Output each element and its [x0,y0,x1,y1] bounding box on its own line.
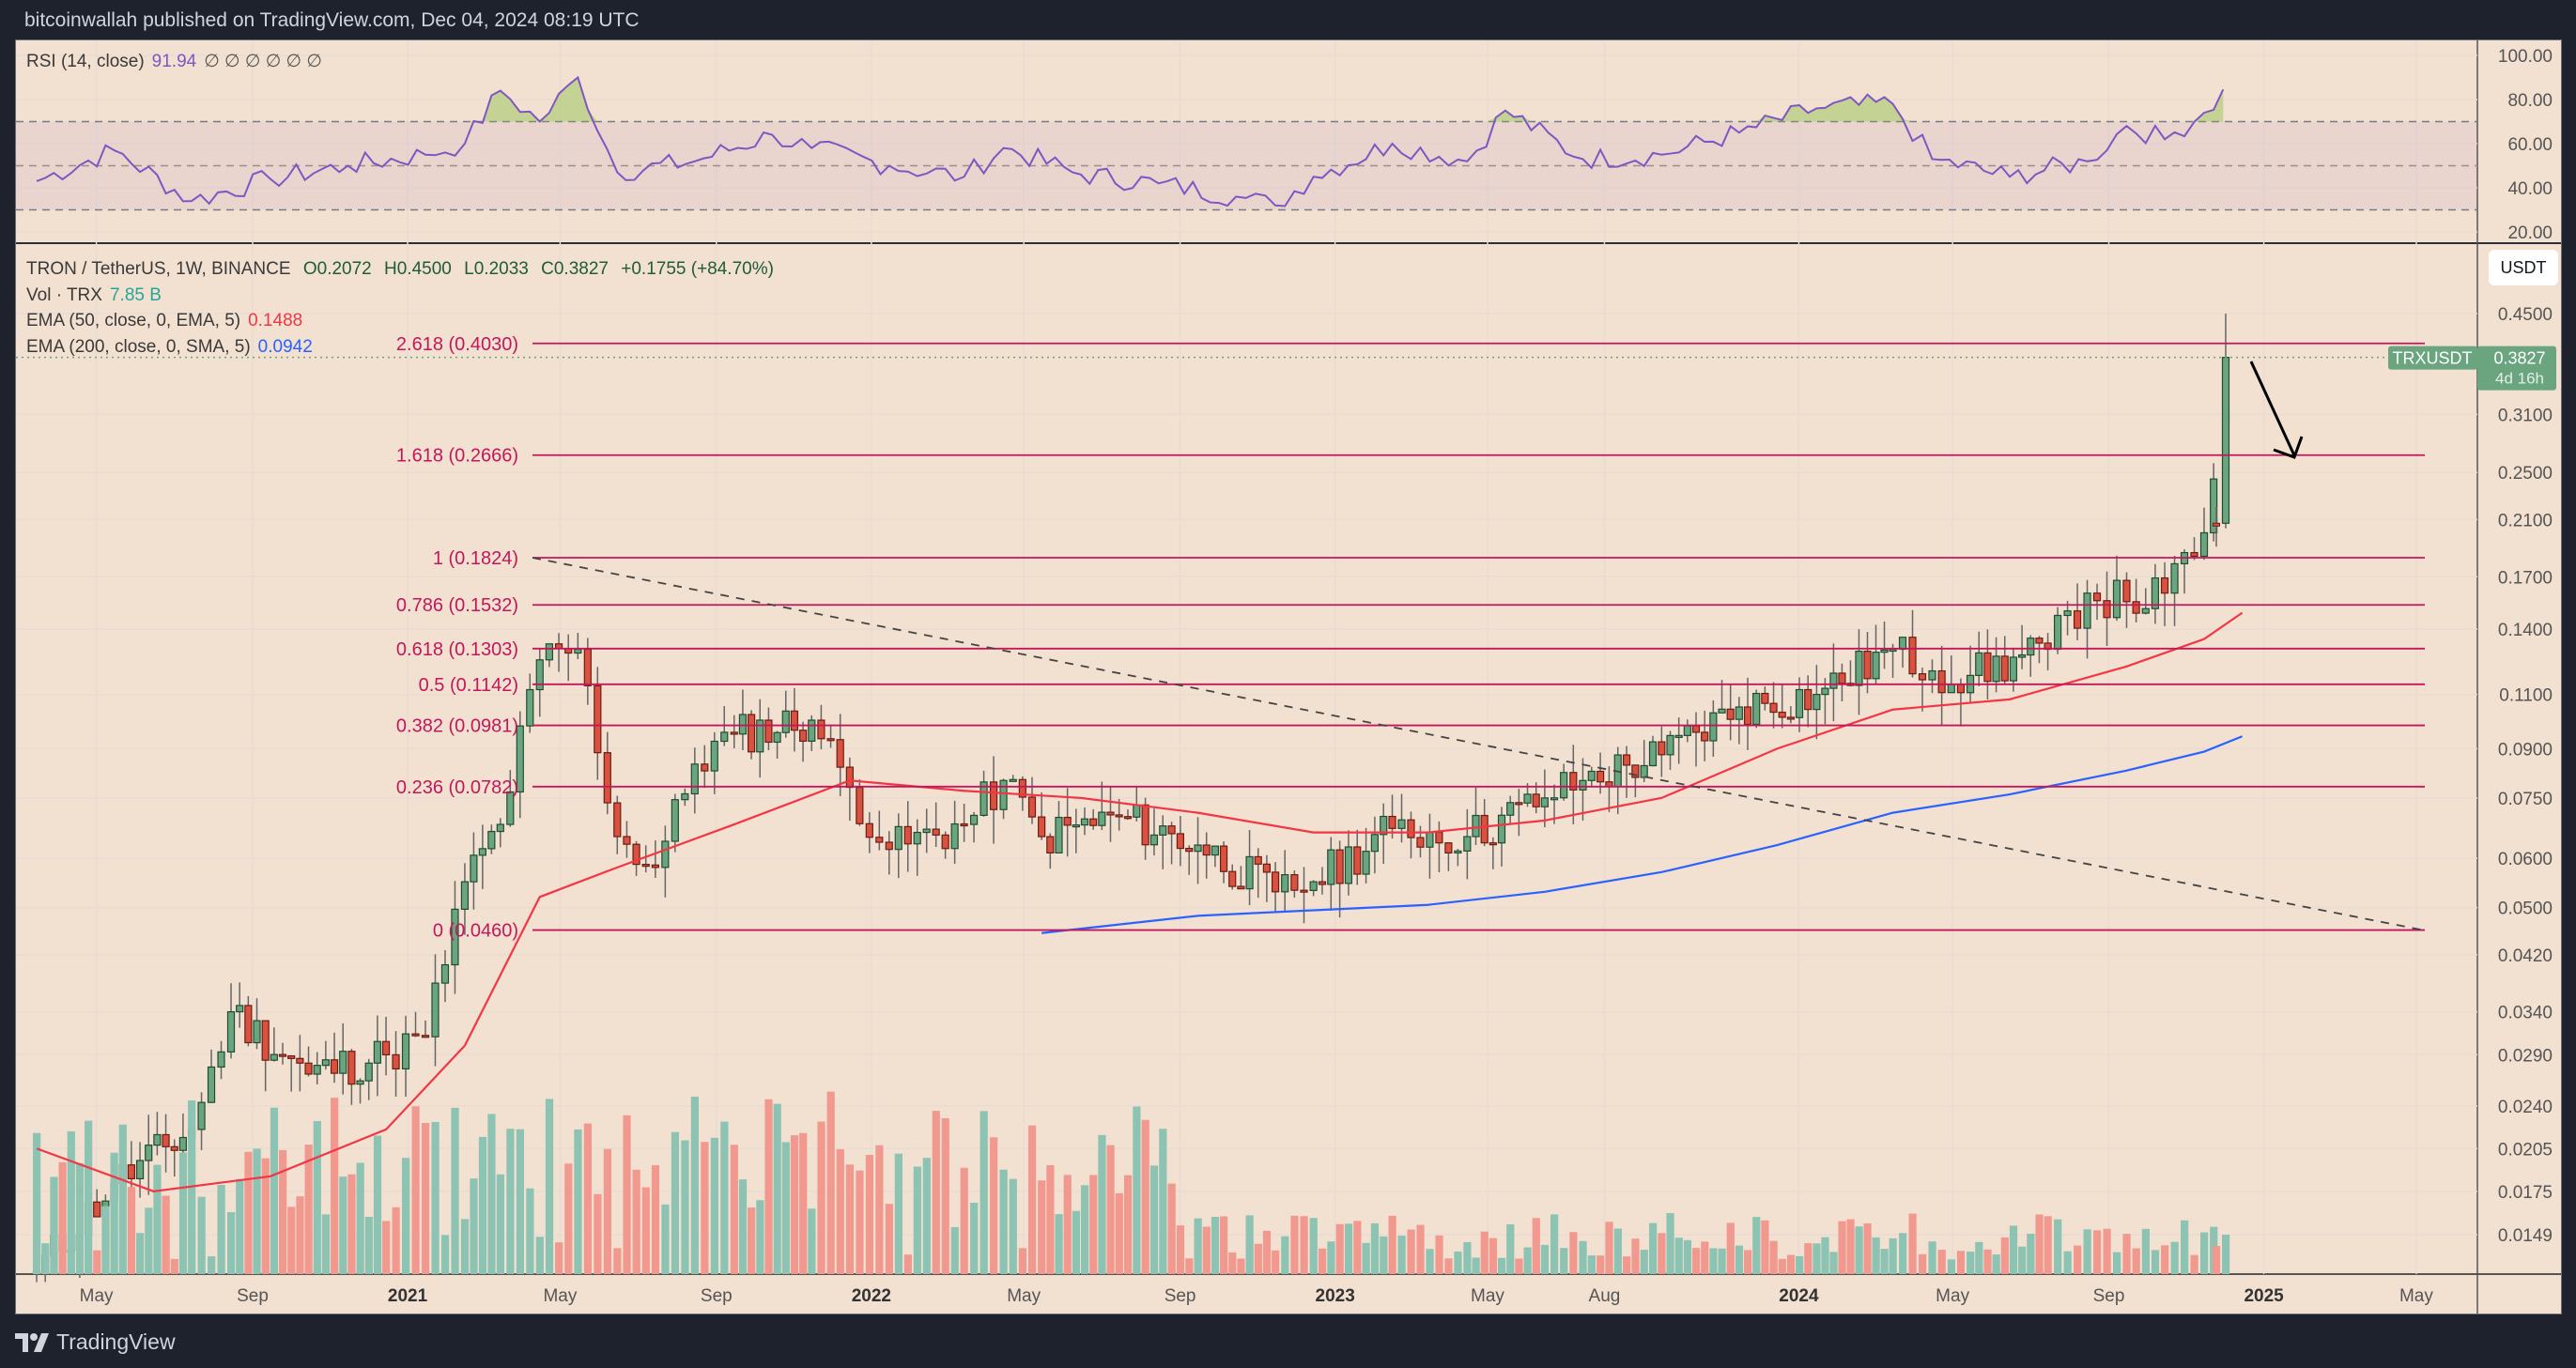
rsi-line [36,75,2225,208]
symbol-tag-text: TRXUSDT [2393,349,2473,368]
fib-level-label: 0 (0.0460) [433,921,518,942]
ema200-value: 0.0942 [257,336,313,357]
fib-level-label: 1.618 (0.2666) [396,446,518,467]
grid [16,40,2477,1274]
time-axis-label: May [1936,1286,1969,1306]
price-axis-label: 0.0420 [2498,946,2553,966]
price-axis-label: 0.1100 [2499,686,2553,706]
rsi-overbought-fill [37,77,2224,122]
price-axis-label: 0.0900 [2498,740,2553,760]
symbol-label[interactable]: TRON / TetherUS, 1W, BINANCE [26,259,291,279]
time-axis-label: 2022 [852,1286,891,1306]
time-axis-label: Aug [1589,1286,1621,1306]
arrow-head-icon [2273,436,2304,459]
price-axis-label: 0.4500 [2498,305,2553,325]
rsi-legend: RSI (14, close) 91.94 ∅ ∅ ∅ ∅ ∅ ∅ [26,51,330,72]
price-axis-label: 0.0600 [2498,850,2553,869]
volume-value: 7.85 B [109,284,162,305]
tradingview-brand[interactable]: TradingView [15,1330,176,1355]
countdown-value: 4d 16h [2495,370,2544,388]
price-axis-label: 0.0149 [2498,1226,2553,1246]
low-value: L0.2033 [464,259,529,279]
price-axis-label: 0.2500 [2498,464,2553,484]
candles [32,314,2230,1283]
time-axis-label: May [2399,1286,2433,1306]
rsi-value: 91.94 [151,52,197,71]
rsi-axis-label: 60.00 [2507,135,2553,155]
time-axis-label: 2021 [388,1286,428,1306]
price-axis-label: 0.0750 [2498,790,2553,809]
fib-level-label: 2.618 (0.4030) [396,334,518,355]
volume-label[interactable]: Vol · TRX [26,284,102,305]
time-axis-label: May [1007,1286,1041,1306]
volume-row: Vol · TRX 7.85 B [26,283,781,309]
chart-frame[interactable] [15,39,2562,1314]
price-axis-label: 0.0340 [2498,1004,2553,1023]
ohlc-row: TRON / TetherUS, 1W, BINANCE O0.2072 H0.… [26,256,781,283]
change-value: +0.1755 (+84.70%) [621,259,774,279]
time-axis: May Sep 2021 May Sep 2022 May Sep 2023 May Aug 2024… [80,1286,2434,1306]
time-axis-label: 2023 [1316,1286,1355,1306]
price-axis-label: 0.0290 [2498,1046,2553,1066]
price-axis-label: 0.1400 [2498,621,2553,640]
time-axis-label: May [543,1286,577,1306]
rsi-axis-label: 20.00 [2507,223,2553,243]
ema50-label[interactable]: EMA (50, close, 0, EMA, 5) [26,311,241,330]
symbol-tag [2388,346,2477,370]
ema200-line [1041,735,2243,934]
price-axis-label: 0.0205 [2498,1140,2553,1160]
price-axis-label: 0.0175 [2498,1183,2553,1203]
fib-level-label: 0.5 (0.1142) [419,675,518,696]
ema200-row: EMA (200, close, 0, SMA, 5) 0.0942 [26,334,781,361]
fibonacci-retracement: 2.618 (0.4030) 1.618 (0.2666) 1 (0.1824) 0.… [396,334,2425,942]
time-axis-label: Sep [2093,1286,2125,1306]
downtrend-line [532,557,2424,931]
price-tag [2477,346,2556,391]
volume-bars [33,1091,2230,1274]
close-value: C0.3827 [541,259,609,279]
price-axis-label: 0.0500 [2498,899,2553,919]
ema50-line [36,611,2244,1192]
time-axis-label: Sep [701,1286,733,1306]
time-axis-label: 2025 [2244,1286,2284,1306]
rsi-axis-label: 40.00 [2507,179,2553,199]
rsi-axis-label: 100.00 [2498,47,2553,67]
fib-level-label: 0.786 (0.1532) [396,595,518,616]
brand-text: TradingView [56,1330,176,1354]
time-axis-label: May [1471,1286,1504,1306]
price-axis-label: 0.0240 [2498,1098,2553,1117]
time-axis-label: Sep [1165,1286,1196,1306]
rsi-label: RSI (14, close) [26,52,145,71]
publish-info: bitcoinwallah published on TradingView.c… [24,9,640,31]
fib-level-label: 0.382 (0.0981) [396,716,518,737]
time-axis-label: 2024 [1779,1286,1819,1306]
rsi-axis-label: 80.00 [2507,91,2553,111]
high-value: H0.4500 [384,259,452,279]
ema200-label[interactable]: EMA (200, close, 0, SMA, 5) [26,336,251,357]
fib-level-label: 0.618 (0.1303) [396,639,518,660]
ema50-value: 0.1488 [248,311,303,330]
fib-level-label: 0.236 (0.0782) [396,777,518,798]
price-axis-label: 0.3100 [2498,406,2553,425]
time-axis-label: May [80,1286,114,1306]
currency-unit-button[interactable]: USDT [2489,250,2558,285]
last-candle-body [2221,357,2230,524]
tradingview-logo-icon [15,1332,49,1352]
ema50-row: EMA (50, close, 0, EMA, 5) 0.1488 [26,308,781,334]
price-tag-value: 0.3827 [2493,349,2545,368]
time-axis-label: Sep [237,1286,269,1306]
price-axis-label: 0.1700 [2498,568,2553,588]
arrow-annotation [2249,361,2296,456]
fib-level-label: 1 (0.1824) [433,548,518,569]
open-value: O0.2072 [302,259,372,279]
price-axis-label: 0.2100 [2498,511,2553,530]
main-legend: TRON / TetherUS, 1W, BINANCE O0.2072 H0.… [26,256,781,360]
price-axis: 0.4500 0.3100 0.2500 0.2100 0.1700 0.1400 0.11… [2498,47,2553,1246]
rsi-null-values: ∅ ∅ ∅ ∅ ∅ ∅ [204,52,322,71]
